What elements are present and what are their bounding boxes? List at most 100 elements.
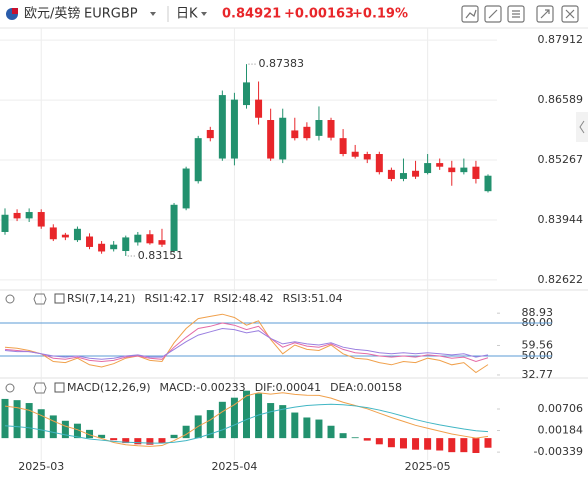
macd-bar	[399, 438, 407, 449]
candle-body	[315, 120, 323, 136]
macd-bar	[460, 438, 468, 453]
macd-bar	[387, 438, 395, 448]
symbol: EURGBP	[84, 7, 138, 22]
macd-bar	[424, 438, 432, 450]
macd-bar	[291, 412, 299, 439]
candle-body	[98, 243, 106, 252]
candle-body	[206, 129, 214, 139]
macd-bar	[363, 438, 371, 441]
candle-body	[387, 169, 395, 179]
macd-bar	[472, 438, 480, 453]
y-tick-label: 0.00184	[538, 424, 584, 437]
candle-body	[339, 138, 347, 155]
indicator-button[interactable]	[461, 5, 479, 23]
candle-body	[279, 117, 287, 160]
macd-bar	[13, 400, 21, 439]
legend-label: DEA:0.00158	[330, 381, 402, 394]
y-tick-label: 88.93	[522, 306, 554, 319]
macd-bar	[484, 438, 492, 448]
candle-body	[363, 154, 371, 160]
settings-button[interactable]	[507, 5, 525, 23]
macd-bar	[110, 438, 118, 441]
candle-body	[230, 99, 238, 159]
candle-body	[170, 204, 178, 252]
flag-icon	[12, 8, 18, 14]
macd-bar	[146, 438, 154, 445]
series-line	[4, 403, 489, 444]
macd-bar	[98, 434, 106, 439]
y-tick-label: -0.00339	[534, 445, 583, 458]
candle-body	[472, 166, 480, 179]
candle-body	[13, 212, 21, 219]
close-button[interactable]	[561, 5, 579, 23]
macd-bar	[182, 425, 190, 439]
macd-bar	[436, 438, 444, 451]
macd-bar	[86, 429, 94, 439]
candle-body	[110, 244, 118, 250]
visibility-icon	[5, 294, 15, 304]
macd-bar	[351, 437, 359, 439]
legend-label: MACD:-0.00233	[160, 381, 246, 394]
macd-bar	[243, 390, 250, 439]
extreme-label: 0.87383	[259, 57, 305, 70]
macd-bar	[279, 405, 287, 439]
candle-body	[448, 167, 456, 173]
pair-name: 欧元/英镑	[24, 6, 80, 22]
y-tick-label: 0.86589	[538, 93, 584, 106]
candle-body	[412, 170, 420, 177]
macd-bar	[1, 398, 9, 439]
settings-icon	[33, 382, 47, 394]
legend-label: RSI1:42.17	[144, 292, 204, 305]
candle-body	[255, 99, 263, 118]
indicator-icon	[54, 382, 65, 393]
y-tick-label: 0.87912	[538, 33, 584, 46]
price-change-pct: +0.19%	[352, 7, 408, 22]
macd-bar	[315, 419, 323, 439]
candle-body	[182, 168, 190, 209]
x-tick-label: 2025-04	[211, 460, 257, 473]
candle-body	[327, 120, 335, 138]
collapse-tab[interactable]	[576, 112, 588, 142]
candle-body	[218, 95, 226, 159]
fullscreen-button[interactable]	[536, 5, 554, 23]
macd-bar	[218, 401, 226, 439]
candle-body	[424, 163, 432, 174]
visibility-icon	[5, 383, 15, 393]
candle-body	[351, 151, 359, 157]
candle-body	[1, 214, 9, 232]
indicator-title: RSI(7,14,21)	[67, 292, 135, 305]
macd-bar	[37, 409, 45, 439]
candle-body	[146, 234, 154, 244]
candle-body	[25, 212, 33, 219]
series-line	[4, 313, 489, 374]
macd-bar	[49, 415, 57, 439]
series-line	[4, 322, 489, 363]
icon-glyph	[565, 9, 575, 19]
draw-button[interactable]	[484, 5, 502, 23]
dropdown-arrow[interactable]	[201, 12, 207, 16]
candle-body	[267, 120, 275, 159]
icon-glyph	[465, 9, 477, 19]
y-tick-label: 0.83944	[538, 213, 584, 226]
settings-icon	[33, 293, 47, 305]
candle-body	[37, 212, 45, 227]
candle-body	[86, 236, 94, 247]
macd-bar	[61, 420, 69, 439]
icon-glyph	[540, 9, 550, 19]
y-tick-label: 0.85267	[538, 153, 584, 166]
candle-body	[399, 173, 407, 179]
macd-bar	[375, 438, 383, 445]
candle-body	[194, 138, 202, 182]
collapse-arrow	[579, 120, 585, 134]
dropdown-arrow[interactable]	[150, 12, 156, 16]
candle-body	[122, 237, 130, 252]
macd-bar	[122, 438, 130, 444]
macd-bar	[158, 438, 166, 444]
price-change: +0.00163	[284, 7, 354, 22]
legend-label: RSI3:51.04	[283, 292, 343, 305]
macd-bar	[170, 434, 178, 439]
period[interactable]: 日K	[176, 7, 198, 22]
y-tick-label: 0.00706	[538, 402, 584, 415]
candle-body	[484, 175, 492, 192]
